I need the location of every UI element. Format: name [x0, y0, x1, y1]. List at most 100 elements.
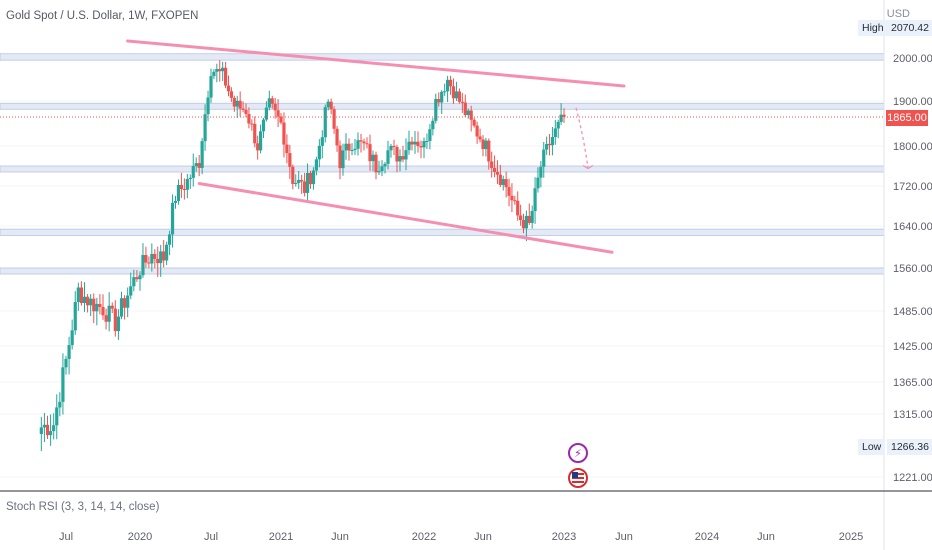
candle-body — [374, 154, 378, 173]
candle-body — [556, 121, 560, 129]
candle-body — [440, 91, 444, 103]
candle-body — [495, 171, 500, 175]
candle-body — [176, 184, 181, 201]
candle-body — [524, 215, 528, 229]
candle-body — [132, 277, 136, 287]
candle-body — [116, 316, 121, 332]
channel-upper-line[interactable] — [126, 39, 626, 88]
candle-body — [368, 144, 372, 162]
candle-body — [383, 163, 387, 167]
candle-body — [170, 202, 175, 235]
candle-body — [533, 188, 537, 212]
last-price-tag: 1865.00 — [886, 110, 928, 126]
candle-body — [229, 91, 234, 98]
candle-body — [443, 91, 447, 93]
time-tick-label: Jun — [474, 531, 492, 543]
time-axis[interactable]: Jul 2020 Jul 2021 Jun 2022 Jun 2023 Jun 2024 Jun 20… — [59, 531, 863, 543]
candle-body — [371, 154, 375, 162]
candle-body — [335, 128, 339, 146]
time-tick-label: Jun — [757, 531, 775, 543]
projection-arrow — [575, 107, 589, 169]
candle-body — [165, 244, 169, 261]
candle-body — [356, 140, 360, 149]
candle-body — [238, 100, 242, 109]
price-tick-label: 1800.00 — [893, 141, 932, 153]
candle-body — [410, 141, 414, 145]
candle-body — [481, 139, 485, 150]
candle-body — [209, 76, 213, 98]
candle-body — [73, 302, 77, 331]
candle-body — [359, 140, 363, 142]
candle-body — [475, 125, 479, 137]
stoch-rsi-label[interactable]: Stoch RSI (3, 3, 14, 14, close) — [6, 501, 160, 513]
candle-body — [150, 253, 154, 264]
candle-body — [291, 166, 295, 184]
candle-body — [425, 140, 429, 142]
channel-lower-line[interactable] — [197, 182, 614, 254]
candle-body — [446, 79, 450, 92]
candle-body — [416, 141, 420, 147]
candle-body — [135, 277, 139, 280]
lightning-icon[interactable]: ⚡ — [568, 443, 588, 463]
candle-body — [326, 101, 330, 108]
candle-body — [431, 120, 435, 130]
candle-body — [113, 308, 117, 332]
candle-body — [235, 100, 239, 107]
low-tag: Low — [858, 439, 886, 455]
price-tick-label: 1221.00 — [893, 472, 932, 484]
candle-body — [513, 200, 517, 202]
time-tick-label: Jul — [204, 531, 218, 543]
candle-body — [422, 141, 426, 148]
candle-body — [58, 401, 62, 408]
time-tick-label: 2022 — [412, 531, 436, 543]
candle-body — [110, 305, 114, 309]
us-flag-icon[interactable] — [568, 468, 588, 488]
candle-body — [101, 306, 105, 316]
price-axis[interactable]: 2000.00 1900.00 1800.00 1720.00 1640.00 1560.… — [893, 53, 932, 484]
candle-body — [79, 287, 84, 304]
candle-body — [553, 128, 557, 138]
candle-body — [547, 143, 552, 146]
candle-body — [392, 145, 396, 147]
candle-body — [562, 114, 566, 117]
candle-body — [48, 431, 53, 436]
time-tick-label: 2025 — [839, 531, 863, 543]
candle-body — [197, 163, 201, 168]
candle-body — [466, 110, 470, 116]
candle-body — [389, 145, 393, 151]
candle-body — [244, 109, 248, 115]
candle-body — [434, 98, 438, 121]
candle-body — [516, 200, 520, 216]
candle-body — [203, 114, 207, 142]
candle-body — [179, 184, 184, 190]
candle-body — [454, 91, 459, 99]
candle-body — [428, 129, 432, 141]
candle-body — [559, 114, 563, 122]
candle-body — [45, 424, 50, 436]
candle-body — [270, 98, 274, 104]
candle-body — [365, 143, 369, 145]
candle-body — [261, 119, 266, 132]
candle-body — [320, 137, 324, 146]
candle-body — [70, 330, 74, 346]
candle-body — [404, 150, 408, 160]
time-tick-label: 2023 — [552, 531, 576, 543]
candle-body — [550, 137, 555, 146]
candle-body — [147, 262, 151, 264]
candle-body — [285, 144, 289, 154]
candle-body — [338, 145, 342, 169]
candle-body — [76, 287, 80, 303]
candle-body — [212, 71, 216, 77]
candle-body — [89, 298, 93, 306]
candle-body — [241, 108, 245, 110]
high-value: 2070.42 — [887, 20, 932, 36]
price-tick-label: 2000.00 — [893, 53, 932, 65]
projection-arrowhead — [582, 164, 594, 170]
candle-body — [200, 141, 204, 168]
time-tick-label: 2024 — [695, 531, 719, 543]
candle-body — [395, 146, 399, 162]
candle-body — [162, 251, 166, 261]
candle-body — [362, 141, 366, 144]
candle-body — [507, 187, 511, 196]
